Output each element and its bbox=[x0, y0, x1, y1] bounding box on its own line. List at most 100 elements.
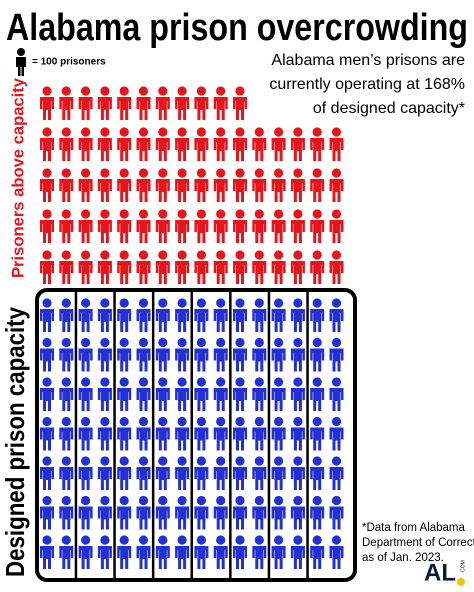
person-icon bbox=[310, 495, 325, 530]
person-icon bbox=[117, 416, 132, 451]
person-icon bbox=[233, 86, 247, 120]
person-icon bbox=[59, 416, 74, 451]
person-icon bbox=[136, 377, 151, 411]
person-icon bbox=[97, 86, 112, 120]
person-icon bbox=[329, 337, 344, 372]
person-icon bbox=[59, 298, 74, 332]
person-icon bbox=[213, 456, 228, 490]
person-icon bbox=[97, 209, 112, 243]
person-icon bbox=[97, 535, 112, 569]
person-icon bbox=[175, 535, 190, 569]
person-icon bbox=[290, 495, 305, 530]
person-icon bbox=[97, 377, 112, 411]
person-icon bbox=[252, 168, 267, 202]
person-icon bbox=[155, 209, 170, 243]
person-icon bbox=[329, 250, 344, 284]
person-icon bbox=[233, 250, 247, 284]
person-icon bbox=[271, 127, 286, 161]
person-icon bbox=[97, 250, 112, 284]
person-icon bbox=[213, 337, 228, 372]
person-icon bbox=[213, 168, 228, 202]
person-icon bbox=[194, 377, 209, 411]
person-icon bbox=[310, 337, 325, 372]
person-icon bbox=[175, 337, 190, 372]
person-icon bbox=[329, 127, 344, 161]
person-icon bbox=[155, 456, 170, 490]
person-icon bbox=[271, 337, 286, 372]
person-icon bbox=[175, 127, 190, 161]
footnote-line: Department of Corrections bbox=[362, 537, 474, 549]
person-icon bbox=[233, 377, 247, 411]
person-icon bbox=[271, 168, 286, 202]
person-icon bbox=[271, 250, 286, 284]
person-icon bbox=[329, 377, 344, 411]
person-icon bbox=[290, 456, 305, 490]
person-icon bbox=[59, 86, 74, 120]
capacity-frame bbox=[35, 288, 357, 582]
person-icon bbox=[233, 127, 247, 161]
person-icon bbox=[155, 416, 170, 451]
person-icon bbox=[329, 495, 344, 530]
series-label: Designed prison capacity bbox=[0, 307, 30, 577]
person-icon bbox=[136, 298, 151, 332]
person-icon bbox=[136, 168, 151, 202]
logo-dot bbox=[457, 578, 465, 586]
person-icon bbox=[194, 416, 209, 451]
person-icon bbox=[233, 168, 247, 202]
person-icon bbox=[136, 86, 151, 120]
person-icon bbox=[213, 535, 228, 569]
person-icon bbox=[117, 377, 132, 411]
person-icon bbox=[252, 456, 267, 490]
person-icon bbox=[252, 377, 267, 411]
person-icon bbox=[136, 456, 151, 490]
person-icon bbox=[290, 168, 305, 202]
person-icon bbox=[233, 416, 247, 451]
person-icon bbox=[290, 337, 305, 372]
person-icon bbox=[97, 416, 112, 451]
person-icon bbox=[213, 209, 228, 243]
person-icon bbox=[252, 337, 267, 372]
person-icon bbox=[175, 416, 190, 451]
person-icon bbox=[175, 456, 190, 490]
person-icon bbox=[136, 250, 151, 284]
person-icon bbox=[213, 495, 228, 530]
person-icon bbox=[310, 250, 325, 284]
person-icon bbox=[78, 337, 93, 372]
person-icon bbox=[117, 495, 132, 530]
person-icon bbox=[117, 535, 132, 569]
person-icon bbox=[175, 377, 190, 411]
person-icon bbox=[233, 535, 247, 569]
person-icon bbox=[233, 456, 247, 490]
person-icon bbox=[194, 298, 209, 332]
legend-label: = 100 prisoners bbox=[32, 57, 106, 68]
person-icon bbox=[194, 209, 209, 243]
person-icon bbox=[40, 337, 54, 372]
person-icon bbox=[233, 209, 247, 243]
person-icon bbox=[213, 298, 228, 332]
person-icon bbox=[97, 337, 112, 372]
person-icon bbox=[97, 456, 112, 490]
person-icon bbox=[290, 535, 305, 569]
person-icon bbox=[194, 456, 209, 490]
person-icon bbox=[155, 168, 170, 202]
person-icon bbox=[175, 495, 190, 530]
person-icon bbox=[271, 535, 286, 569]
person-icon bbox=[194, 495, 209, 530]
person-icon bbox=[97, 127, 112, 161]
person-icon bbox=[117, 209, 132, 243]
person-icon bbox=[59, 535, 74, 569]
subtitle-line: of designed capacity* bbox=[313, 100, 465, 117]
person-icon bbox=[233, 337, 247, 372]
person-icon bbox=[233, 298, 247, 332]
person-icon bbox=[155, 250, 170, 284]
person-icon bbox=[40, 377, 54, 411]
person-icon bbox=[136, 127, 151, 161]
footnote-line: *Data from Alabama bbox=[362, 522, 466, 534]
person-icon bbox=[78, 377, 93, 411]
person-icon bbox=[213, 416, 228, 451]
person-icon bbox=[194, 168, 209, 202]
person-icon bbox=[310, 456, 325, 490]
person-icon bbox=[136, 337, 151, 372]
person-icon bbox=[175, 168, 190, 202]
